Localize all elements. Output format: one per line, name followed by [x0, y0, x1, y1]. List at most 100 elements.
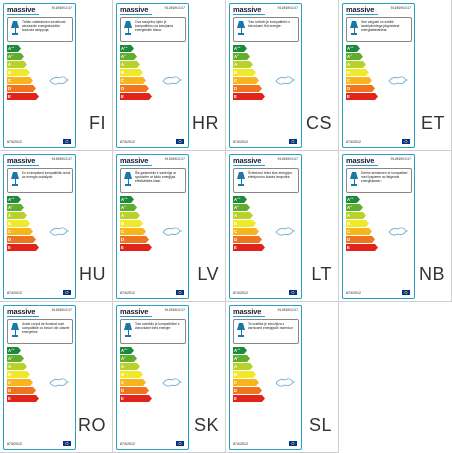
eu-flag-icon [176, 290, 184, 295]
energy-class-bar: C [120, 228, 146, 235]
energy-class-bar: D [346, 236, 375, 243]
brand-underline [346, 165, 378, 166]
energy-class-sup: ++ [11, 45, 15, 49]
energy-class-letter: B [121, 372, 125, 377]
energy-class-bar: E [233, 93, 265, 100]
energy-class-bar: A+ [7, 204, 24, 211]
energy-label: massive 0190901I47 Acest corpul de ilumi… [3, 305, 76, 450]
energy-class-letter: C [121, 380, 125, 385]
bulb-icon [274, 376, 296, 390]
bulb-icon [161, 225, 183, 239]
energy-class-bar: A [120, 61, 140, 68]
regulation-number: 874/2012 [233, 442, 248, 446]
language-code: ET [420, 113, 445, 133]
energy-class-letter: B [234, 70, 238, 75]
energy-class-letter: A [121, 62, 125, 67]
label-cell-lv: massive 0190901I47 Šis gaismeklis ir sad… [113, 151, 226, 302]
compatibility-box: Tähän valaisimeen soveltuvat seuraaviin … [7, 17, 73, 42]
energy-class-letter: B [347, 221, 351, 226]
energy-class-letter: D [8, 86, 12, 91]
label-cell-fi: massive 0190901I47 Tähän valaisimeen sov… [0, 0, 113, 151]
brand-logo: massive [7, 307, 36, 316]
energy-class-bar: C [7, 228, 33, 235]
brand-underline [120, 316, 152, 317]
energy-class-letter: E [121, 396, 124, 401]
energy-class-bar: B [233, 371, 256, 378]
compatibility-box: Toto svítidlo je kompatibilní s žárovkam… [233, 17, 299, 42]
label-cell-hu: massive 0190901I47 Ez a lámpatest kompat… [0, 151, 113, 302]
product-code: 0190901I47 [277, 158, 298, 162]
energy-class-bar: A [233, 212, 253, 219]
brand-underline [7, 165, 39, 166]
energy-class-letter: B [8, 372, 12, 377]
brand-logo: massive [346, 5, 375, 14]
energy-scale: A++ A+ A B C D E [233, 196, 265, 252]
eu-flag-icon [289, 441, 297, 446]
product-code: 0190901I47 [51, 158, 72, 162]
energy-class-letter: E [121, 245, 124, 250]
energy-class-letter: E [8, 245, 11, 250]
energy-class-sup: + [124, 204, 126, 208]
energy-class-bar: D [346, 85, 375, 92]
lamp-icon [124, 172, 132, 186]
energy-class-bar: C [120, 379, 146, 386]
energy-class-letter: B [8, 221, 12, 226]
language-code: NB [418, 264, 445, 284]
regulation-number: 874/2012 [7, 291, 22, 295]
energy-class-bar: A [120, 212, 140, 219]
energy-class-bar: A+ [7, 53, 24, 60]
energy-class-bar: A+ [7, 355, 24, 362]
energy-class-bar: A++ [346, 196, 360, 203]
brand-logo: massive [7, 5, 36, 14]
energy-class-letter: A [234, 348, 238, 353]
energy-class-bar: C [7, 379, 33, 386]
brand-logo: massive [346, 156, 375, 165]
energy-scale: A++ A+ A B C D E [346, 196, 378, 252]
compatibility-text: Ez a lámpatest kompatibilis izzók az ene… [22, 171, 71, 179]
energy-class-letter: E [347, 94, 350, 99]
bulb-icon [161, 376, 183, 390]
energy-class-bar: B [7, 371, 30, 378]
energy-class-letter: A [234, 197, 238, 202]
product-code: 0190901I47 [277, 309, 298, 313]
energy-scale: A++ A+ A B C D E [7, 45, 39, 101]
energy-class-letter: A [234, 54, 238, 59]
compatibility-text: Toto svítidlo je kompatibilní s žárovkam… [248, 20, 290, 28]
regulation-number: 874/2012 [120, 442, 135, 446]
energy-class-bar: A++ [346, 45, 360, 52]
energy-class-bar: D [7, 85, 36, 92]
energy-class-sup: ++ [124, 45, 128, 49]
energy-class-letter: B [347, 70, 351, 75]
energy-class-bar: A [7, 61, 27, 68]
energy-class-sup: ++ [11, 196, 15, 200]
energy-class-bar: A [120, 363, 140, 370]
language-code: HR [192, 113, 219, 133]
energy-class-bar: E [7, 395, 39, 402]
energy-class-bar: E [346, 93, 378, 100]
compatibility-box: Šis gaismeklis ir saderīgs ar spuldzēm a… [120, 168, 186, 193]
regulation-number: 874/2012 [7, 442, 22, 446]
energy-class-sup: + [124, 53, 126, 57]
energy-class-letter: A [121, 364, 125, 369]
product-code: 0190901I47 [390, 7, 411, 11]
product-code: 0190901I47 [164, 309, 185, 313]
energy-scale: A++ A+ A B C D E [120, 45, 152, 101]
energy-class-letter: C [234, 380, 238, 385]
energy-class-letter: D [121, 388, 125, 393]
energy-class-letter: D [234, 388, 238, 393]
regulation-number: 874/2012 [233, 291, 248, 295]
energy-class-letter: A [347, 197, 351, 202]
energy-class-sup: ++ [124, 196, 128, 200]
energy-class-letter: A [8, 348, 12, 353]
energy-class-bar: A++ [120, 196, 134, 203]
energy-class-letter: A [8, 356, 12, 361]
energy-class-letter: E [347, 245, 350, 250]
product-code: 0190901I47 [390, 158, 411, 162]
product-code: 0190901I47 [164, 7, 185, 11]
regulation-number: 874/2012 [7, 140, 22, 144]
energy-class-bar: D [120, 85, 149, 92]
lamp-icon [350, 21, 358, 35]
eu-flag-icon [402, 290, 410, 295]
label-cell-sk: massive 0190901I47 Toto svietidlo je kom… [113, 302, 226, 453]
label-cell-et: massive 0190901I47 See valgusti on sobil… [339, 0, 452, 151]
